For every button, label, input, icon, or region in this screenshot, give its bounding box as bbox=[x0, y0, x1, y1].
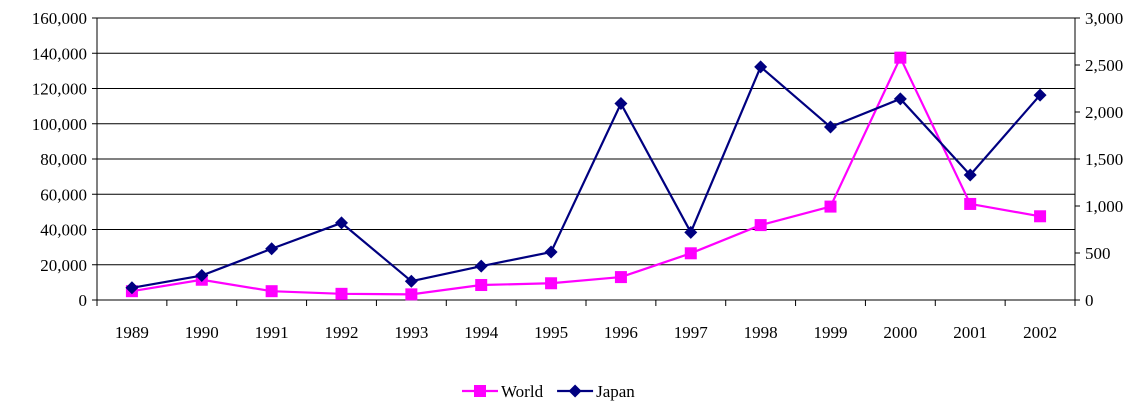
world-point bbox=[1034, 210, 1047, 223]
japan-point bbox=[754, 60, 768, 74]
legend-item-japan: Japan bbox=[557, 382, 635, 401]
japan-point bbox=[1033, 88, 1047, 102]
left-tick-label: 100,000 bbox=[32, 115, 87, 134]
japan-line bbox=[131, 65, 1041, 289]
world-point bbox=[964, 197, 977, 210]
x-tick-label: 2002 bbox=[1023, 323, 1057, 342]
legend-label: Japan bbox=[596, 382, 635, 401]
right-tick-label: 0 bbox=[1085, 291, 1094, 310]
world-point bbox=[265, 285, 278, 298]
x-tick-label: 2000 bbox=[883, 323, 917, 342]
left-tick-label: 120,000 bbox=[32, 80, 87, 99]
left-tick-label: 20,000 bbox=[40, 256, 87, 275]
left-tick-label: 0 bbox=[79, 291, 88, 310]
world-point bbox=[824, 200, 837, 213]
gridlines bbox=[97, 17, 1075, 301]
japan-point bbox=[125, 281, 139, 295]
x-tick-label: 1999 bbox=[814, 323, 848, 342]
legend-label: World bbox=[501, 382, 544, 401]
world-point bbox=[335, 287, 348, 300]
left-axis-tick-labels: 0 20,000 40,000 60,000 80,000 100,000 120,000 1… bbox=[32, 9, 87, 310]
x-tick-label: 1992 bbox=[325, 323, 359, 342]
right-axis-tick-labels: 0 500 1,000 1,500 2,000 2,500 3,000 bbox=[1085, 9, 1123, 310]
x-tick-label: 1991 bbox=[255, 323, 289, 342]
x-tick-label: 2001 bbox=[953, 323, 987, 342]
right-tick-label: 500 bbox=[1085, 244, 1111, 263]
x-tick-label: 1989 bbox=[115, 323, 149, 342]
japan-point bbox=[265, 242, 279, 256]
left-tick-label: 160,000 bbox=[32, 9, 87, 28]
world-point bbox=[475, 279, 488, 292]
right-tick-label: 1,000 bbox=[1085, 197, 1123, 216]
x-tick-label: 1997 bbox=[674, 323, 709, 342]
right-tick-label: 1,500 bbox=[1085, 150, 1123, 169]
x-tick-label: 1993 bbox=[394, 323, 428, 342]
japan-point bbox=[614, 97, 628, 111]
left-tick-label: 140,000 bbox=[32, 44, 87, 63]
series-layer bbox=[125, 51, 1047, 301]
x-axis-tick-labels: 1989 1990 1991 1992 1993 1994 1995 1996 1997 1998… bbox=[115, 323, 1057, 342]
legend-item-world: World bbox=[462, 382, 544, 401]
japan-point bbox=[963, 168, 977, 182]
x-tick-label: 1998 bbox=[744, 323, 778, 342]
right-tick-label: 2,000 bbox=[1085, 103, 1123, 122]
world-point bbox=[894, 51, 907, 64]
axes bbox=[92, 17, 1080, 306]
japan-point bbox=[544, 245, 558, 259]
left-tick-label: 60,000 bbox=[40, 185, 87, 204]
world-point bbox=[545, 277, 558, 290]
world-point bbox=[614, 271, 627, 284]
world-point bbox=[405, 288, 418, 301]
legend: World Japan bbox=[462, 382, 635, 401]
legend-marker bbox=[474, 385, 486, 397]
japan-point bbox=[474, 259, 488, 273]
japan-point bbox=[195, 269, 209, 283]
left-tick-label: 80,000 bbox=[40, 150, 87, 169]
japan-point bbox=[684, 225, 698, 239]
japan-point bbox=[335, 216, 348, 230]
right-tick-label: 3,000 bbox=[1085, 9, 1123, 28]
japan-point bbox=[824, 120, 837, 134]
x-tick-label: 1990 bbox=[185, 323, 219, 342]
world-point bbox=[684, 247, 697, 260]
legend-marker bbox=[568, 384, 582, 398]
japan-series bbox=[125, 60, 1047, 295]
world-line bbox=[131, 55, 1041, 296]
right-tick-label: 2,500 bbox=[1085, 56, 1123, 75]
x-tick-label: 1996 bbox=[604, 323, 638, 342]
japan-point bbox=[893, 92, 907, 106]
left-tick-label: 40,000 bbox=[40, 221, 87, 240]
x-tick-label: 1995 bbox=[534, 323, 568, 342]
x-tick-label: 1994 bbox=[464, 323, 499, 342]
world-point bbox=[754, 219, 767, 232]
japan-point bbox=[404, 274, 418, 288]
